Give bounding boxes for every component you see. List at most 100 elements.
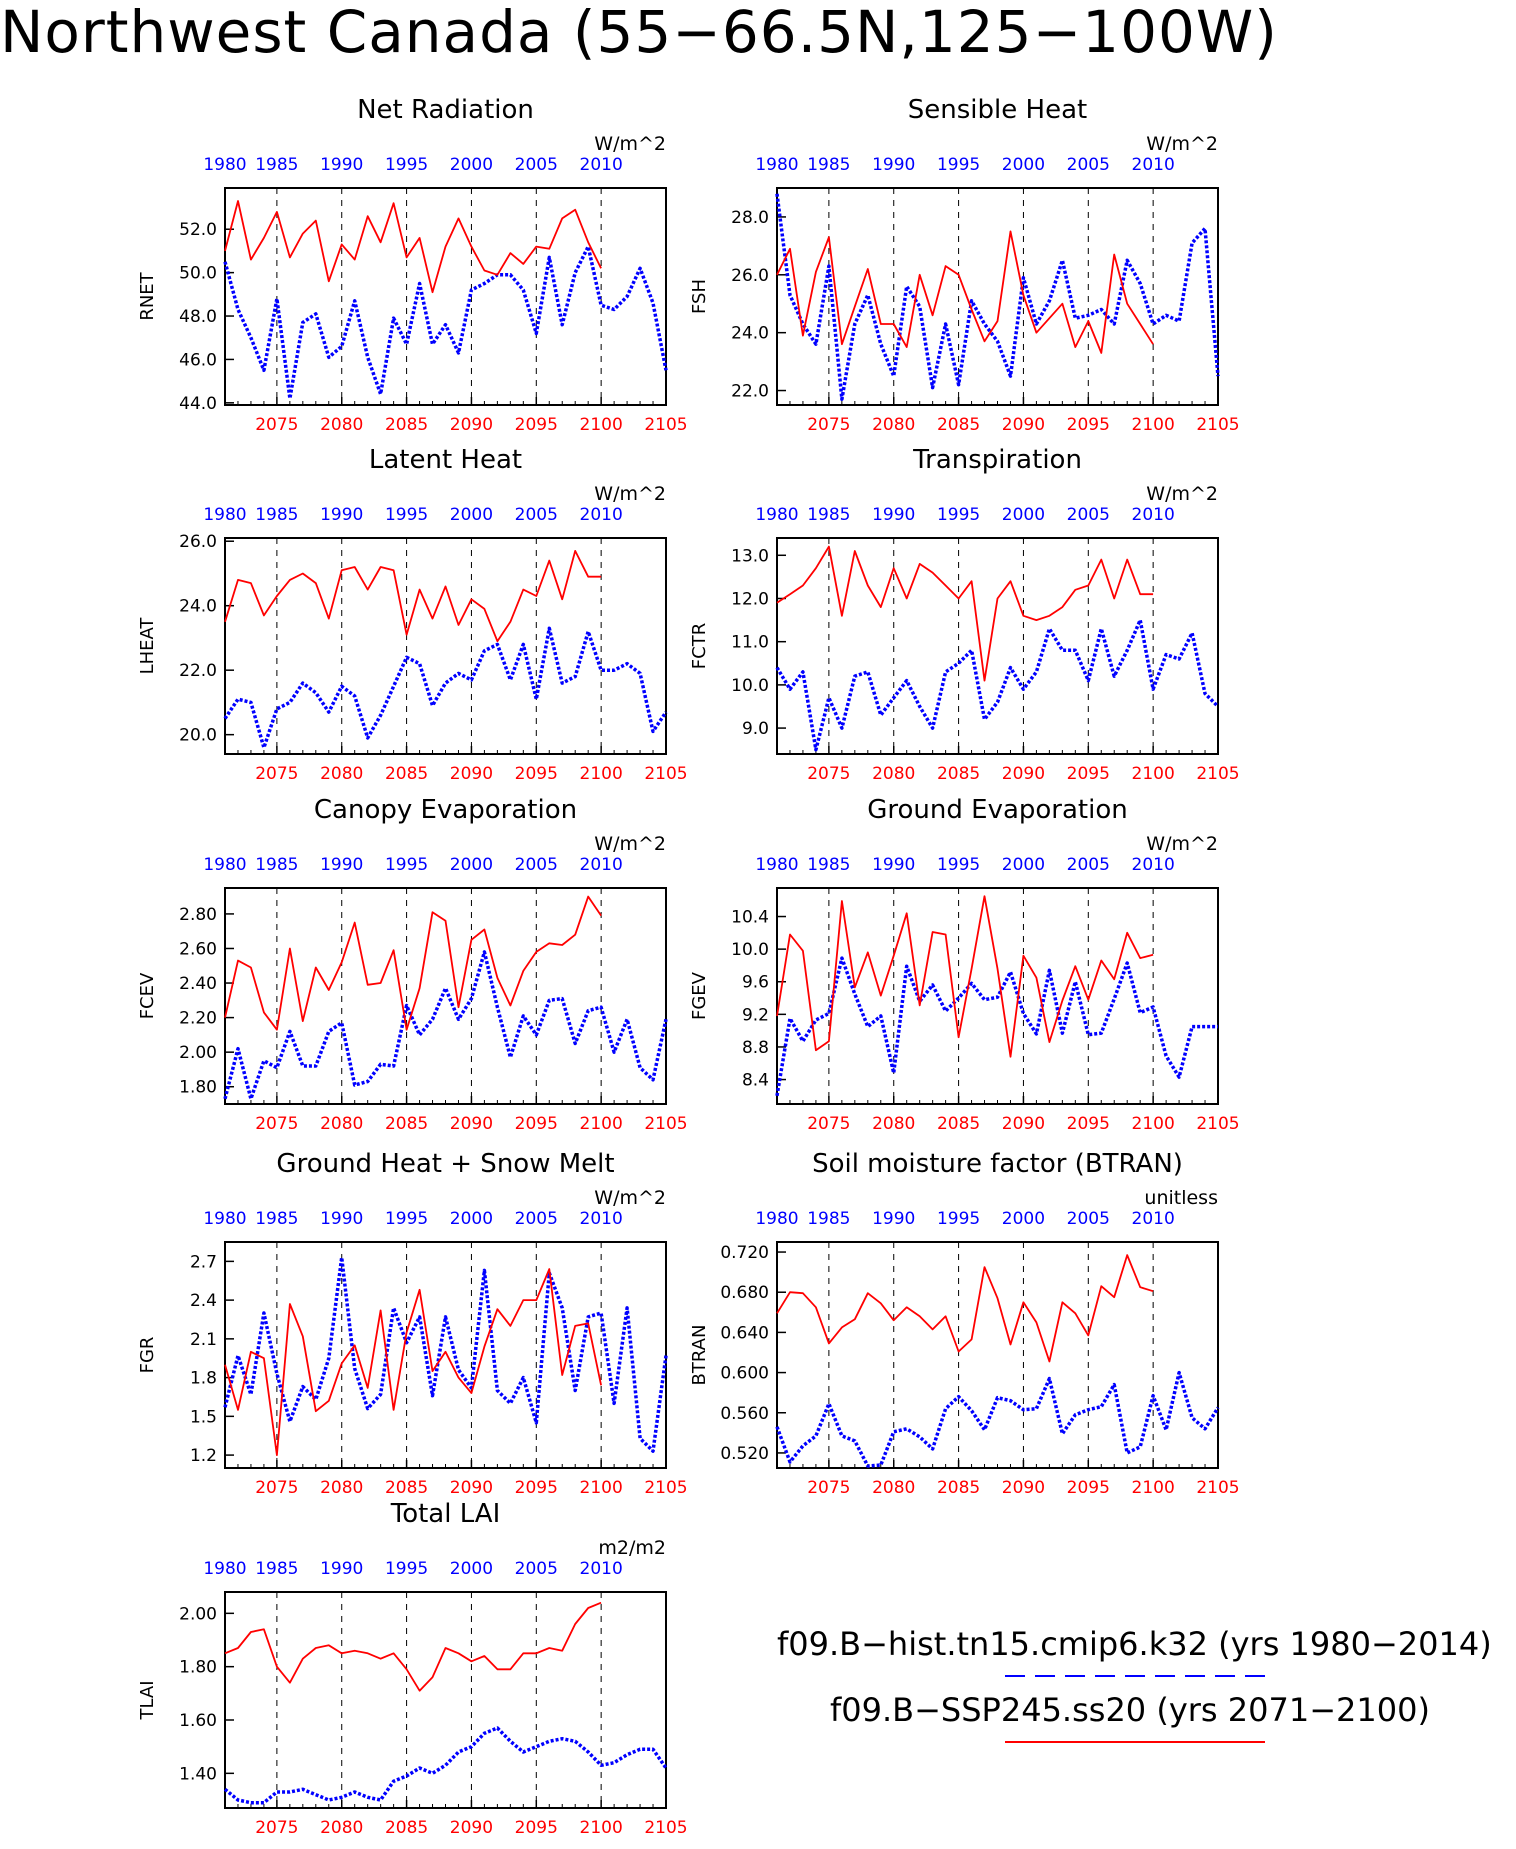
top-tick-label: 1985	[255, 1209, 298, 1229]
top-tick-label: 1990	[320, 855, 363, 875]
top-tick-label: 1995	[937, 855, 980, 875]
bottom-tick-label: 2100	[1132, 415, 1175, 435]
series-future-line	[224, 200, 602, 294]
bottom-tick-label: 2080	[872, 1114, 915, 1134]
bottom-tick-label: 2105	[1196, 1114, 1239, 1134]
y-tick-label: 8.4	[742, 1071, 769, 1091]
top-tick-label: 1985	[807, 155, 850, 175]
y-tick-label: 44.0	[179, 394, 217, 414]
top-tick-label: 1980	[755, 505, 798, 525]
plot-frame	[776, 187, 1219, 406]
top-tick-label: 2005	[515, 505, 558, 525]
y-tick-label: 46.0	[179, 350, 217, 370]
top-tick-label: 2000	[450, 855, 493, 875]
bottom-tick-label: 2105	[644, 1818, 687, 1838]
top-tick-label: 1995	[385, 155, 428, 175]
bottom-tick-label: 2105	[1196, 1478, 1239, 1498]
top-tick-label: 2010	[1132, 1209, 1175, 1229]
bottom-tick-label: 2100	[580, 415, 623, 435]
plot-frame	[224, 1241, 667, 1469]
bottom-tick-label: 2090	[450, 1478, 493, 1498]
top-tick-label: 1995	[385, 1209, 428, 1229]
y-tick-label: 20.0	[179, 726, 217, 746]
panel-title: Transpiration	[912, 445, 1082, 475]
bottom-tick-label: 2080	[320, 1114, 363, 1134]
y-tick-label: 2.1	[190, 1330, 217, 1350]
bottom-tick-label: 2085	[385, 1478, 428, 1498]
bottom-tick-label: 2080	[872, 1478, 915, 1498]
legend-hist-line	[1005, 1675, 1265, 1677]
y-tick-label: 22.0	[731, 382, 769, 402]
series-future-line	[224, 1268, 602, 1456]
top-tick-label: 1985	[807, 505, 850, 525]
panel-title: Total LAI	[390, 1499, 501, 1529]
plot-frame	[224, 537, 667, 755]
plot-frame	[776, 1241, 1219, 1469]
bottom-tick-label: 2105	[1196, 764, 1239, 784]
top-tick-label: 2005	[515, 1209, 558, 1229]
panel-title: Sensible Heat	[908, 95, 1087, 125]
units-label: W/m^2	[1146, 483, 1218, 505]
bottom-tick-label: 2075	[255, 1478, 298, 1498]
top-tick-label: 2000	[450, 505, 493, 525]
top-tick-label: 2005	[1067, 155, 1110, 175]
top-tick-label: 1995	[937, 1209, 980, 1229]
series-hist-line	[223, 950, 668, 1101]
panel-title: Net Radiation	[357, 95, 534, 125]
bottom-tick-label: 2075	[255, 1818, 298, 1838]
bottom-tick-label: 2105	[1196, 415, 1239, 435]
series-hist-line	[775, 1370, 1220, 1468]
y-tick-label: 48.0	[179, 307, 217, 327]
y-tick-label: 1.8	[190, 1369, 217, 1389]
top-tick-label: 2005	[515, 855, 558, 875]
y-tick-label: 1.80	[179, 1658, 217, 1678]
legend-future-label: f09.B−SSP245.ss20 (yrs 2071−2100)	[830, 1691, 1430, 1729]
bottom-tick-label: 2085	[937, 1114, 980, 1134]
bottom-tick-label: 2080	[872, 764, 915, 784]
bottom-tick-label: 2080	[872, 415, 915, 435]
units-label: W/m^2	[594, 833, 666, 855]
y-tick-label: 1.80	[179, 1078, 217, 1098]
y-axis-label: FGR	[137, 1337, 158, 1374]
y-tick-label: 11.0	[731, 633, 769, 653]
bottom-tick-label: 2085	[937, 764, 980, 784]
series-hist-line	[223, 626, 668, 750]
series-future-line	[224, 1601, 602, 1692]
bottom-tick-label: 2075	[807, 764, 850, 784]
bottom-tick-label: 2085	[937, 1478, 980, 1498]
top-tick-label: 1990	[320, 155, 363, 175]
series-hist-line	[223, 1255, 668, 1453]
y-axis-label: RNET	[137, 271, 158, 320]
top-tick-label: 1995	[937, 505, 980, 525]
top-tick-label: 2005	[1067, 1209, 1110, 1229]
y-tick-label: 12.0	[731, 589, 769, 609]
top-tick-label: 2005	[1067, 505, 1110, 525]
y-tick-label: 10.0	[731, 940, 769, 960]
bottom-tick-label: 2100	[1132, 1114, 1175, 1134]
bottom-tick-label: 2095	[1067, 1114, 1110, 1134]
top-tick-label: 2000	[450, 1559, 493, 1579]
panel-title: Soil moisture factor (BTRAN)	[812, 1149, 1183, 1179]
y-axis-label: FCTR	[689, 623, 710, 669]
top-tick-label: 1990	[320, 1559, 363, 1579]
bottom-tick-label: 2095	[1067, 415, 1110, 435]
y-tick-label: 1.2	[190, 1446, 217, 1466]
top-tick-label: 2010	[1132, 855, 1175, 875]
top-tick-label: 1985	[255, 155, 298, 175]
panel-rnet: 2075 2080 2085 2090 2095 2100 2105 1980 1985 1990…	[137, 95, 688, 435]
bottom-tick-label: 2090	[450, 1818, 493, 1838]
panel-title: Ground Heat + Snow Melt	[276, 1149, 614, 1179]
top-tick-label: 1985	[807, 1209, 850, 1229]
bottom-tick-label: 2090	[450, 1114, 493, 1134]
panel-title: Latent Heat	[369, 445, 522, 475]
bottom-tick-label: 2075	[807, 1114, 850, 1134]
panel-title: Ground Evaporation	[867, 795, 1127, 825]
units-label: W/m^2	[1146, 833, 1218, 855]
bottom-tick-label: 2080	[320, 764, 363, 784]
bottom-tick-label: 2090	[1002, 1478, 1045, 1498]
top-tick-label: 1980	[203, 1559, 246, 1579]
top-tick-label: 2010	[580, 155, 623, 175]
series-future-line	[224, 895, 602, 1031]
bottom-tick-label: 2105	[644, 1478, 687, 1498]
y-tick-label: 1.40	[179, 1764, 217, 1784]
